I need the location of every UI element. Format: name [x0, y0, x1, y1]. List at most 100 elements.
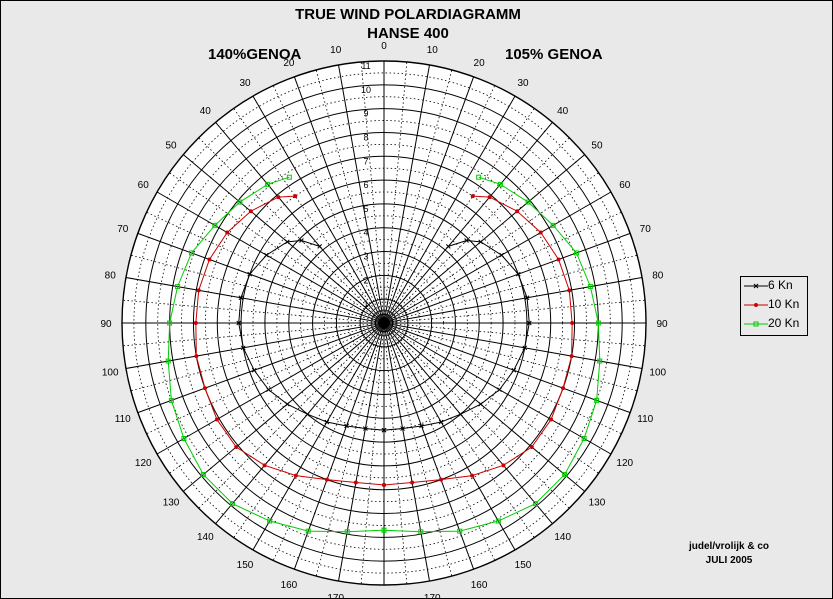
- angle-tick-label: 140: [554, 532, 571, 543]
- grid-spoke: [182, 322, 385, 492]
- series-point: [305, 411, 310, 417]
- angle-tick-label: 20: [283, 58, 295, 69]
- grid-spoke: [137, 232, 385, 324]
- series-point: [438, 419, 444, 425]
- radial-tick-label: 1: [363, 299, 368, 309]
- grid-spoke: [338, 322, 385, 582]
- grid-spoke: [383, 95, 516, 324]
- legend-item-6kn: 6 Kn: [741, 277, 807, 295]
- series-point: [265, 181, 271, 187]
- grid-spoke: [383, 322, 516, 551]
- grid-spoke: [338, 64, 385, 324]
- series-point: [267, 518, 273, 524]
- series-point: [225, 230, 230, 235]
- right-side-label: 105% GENOA: [505, 46, 603, 63]
- grid-spoke: [383, 322, 475, 570]
- series-point: [595, 320, 601, 326]
- angle-tick-label: 20: [474, 58, 486, 69]
- series-point: [594, 397, 600, 403]
- grid-spoke: [293, 322, 385, 570]
- series-point: [499, 252, 504, 258]
- series-line: [383, 239, 530, 431]
- series-point: [525, 199, 531, 205]
- series-point: [381, 527, 387, 533]
- grid-spoke: [215, 121, 385, 324]
- angle-tick-label: 100: [102, 367, 119, 378]
- series-point: [202, 386, 207, 391]
- series-point: [497, 181, 503, 187]
- grid-spoke: [383, 76, 475, 324]
- series-point: [419, 423, 424, 429]
- angle-tick-label: 160: [471, 580, 488, 591]
- series-point: [251, 367, 257, 373]
- legend-marker-10kn: [744, 303, 768, 307]
- series-line: [383, 176, 601, 533]
- angle-tick-label: 10: [330, 45, 342, 56]
- legend-marker-20kn: [744, 321, 768, 327]
- series-point: [229, 501, 235, 507]
- series-point: [487, 195, 492, 200]
- grid-spoke: [383, 322, 430, 582]
- series-point: [382, 482, 386, 487]
- series-point: [478, 239, 484, 245]
- series-point: [597, 358, 603, 364]
- series-point: [561, 386, 566, 391]
- grid-spoke: [383, 232, 631, 324]
- legend-item-20kn: 20 Kn: [741, 315, 807, 333]
- series-point: [464, 238, 469, 243]
- grid-spoke: [182, 154, 385, 324]
- angle-tick-label: 40: [200, 106, 212, 117]
- radial-tick-label: 5: [363, 204, 368, 214]
- series-point: [515, 271, 521, 277]
- grid-spoke: [252, 95, 385, 324]
- angle-tick-label: 50: [165, 140, 177, 151]
- series-point: [286, 174, 292, 180]
- series-point: [175, 284, 181, 290]
- series-point: [549, 417, 554, 422]
- series-point: [194, 354, 199, 359]
- series-point: [581, 436, 587, 442]
- grid-spoke: [383, 277, 643, 324]
- angle-tick-label: 170: [424, 593, 441, 599]
- series-point: [497, 387, 502, 393]
- legend-marker-6kn: [744, 283, 768, 289]
- series-point: [212, 222, 218, 228]
- series-point: [264, 252, 269, 258]
- series-point: [189, 250, 195, 256]
- series-point: [418, 529, 424, 535]
- series-point: [344, 423, 349, 429]
- angle-tick-label: 180: [376, 597, 393, 599]
- series-point: [524, 295, 530, 301]
- grid-spoke: [215, 322, 385, 525]
- series-point: [236, 320, 242, 326]
- series-point: [276, 195, 281, 200]
- angle-tick-label: 120: [135, 458, 152, 469]
- series-point: [439, 477, 444, 482]
- series-point: [511, 367, 517, 373]
- series-point: [526, 320, 532, 326]
- credit-date: JULI 2005: [705, 555, 753, 566]
- series-point: [381, 427, 387, 433]
- angle-tick-label: 70: [640, 224, 652, 235]
- angle-tick-label: 100: [649, 367, 666, 378]
- radial-tick-label: 10: [361, 85, 371, 95]
- angle-tick-label: 170: [327, 593, 344, 599]
- series-point: [299, 238, 304, 243]
- series-point: [522, 345, 528, 351]
- angle-tick-label: 40: [557, 106, 569, 117]
- grid-spoke: [383, 191, 612, 324]
- series-point: [550, 222, 556, 228]
- credit-author: judel/vrolijk & co: [688, 541, 770, 552]
- series-point: [167, 320, 173, 326]
- series-point: [262, 463, 267, 468]
- series-line: [238, 239, 385, 431]
- legend-label-10kn: 10 Kn: [768, 297, 800, 311]
- series-point: [457, 528, 463, 534]
- radial-tick-label: 2: [363, 275, 368, 285]
- series-point: [305, 528, 311, 534]
- series-point: [470, 473, 475, 478]
- series-point: [168, 397, 174, 403]
- series-point: [495, 518, 501, 524]
- series-point: [293, 194, 298, 199]
